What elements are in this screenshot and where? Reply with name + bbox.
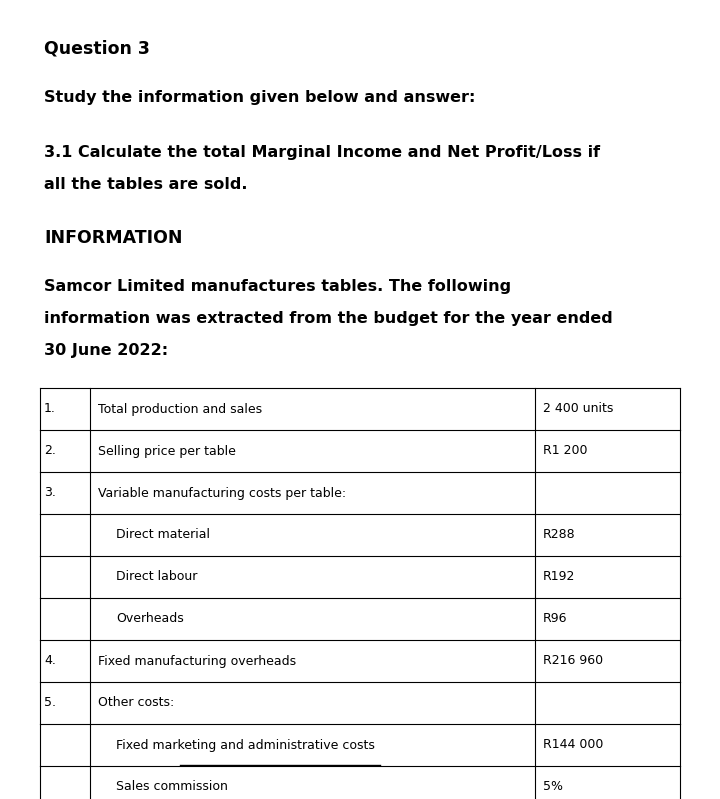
Text: R144 000: R144 000: [543, 738, 603, 752]
Text: Question 3: Question 3: [44, 40, 150, 58]
Text: 3.: 3.: [44, 487, 56, 499]
Text: R216 960: R216 960: [543, 654, 603, 667]
Text: Samcor Limited manufactures tables. The following: Samcor Limited manufactures tables. The …: [44, 279, 511, 294]
Text: 5%: 5%: [543, 781, 563, 793]
Text: Fixed manufacturing overheads: Fixed manufacturing overheads: [98, 654, 296, 667]
Text: R288: R288: [543, 528, 575, 542]
Text: INFORMATION: INFORMATION: [44, 229, 182, 247]
Text: 1.: 1.: [44, 403, 56, 415]
Text: R192: R192: [543, 570, 575, 583]
Text: 5.: 5.: [44, 697, 56, 710]
Text: Direct material: Direct material: [116, 528, 210, 542]
Text: 30 June 2022:: 30 June 2022:: [44, 343, 168, 358]
Text: Total production and sales: Total production and sales: [98, 403, 262, 415]
Text: Fixed marketing and administrative costs: Fixed marketing and administrative costs: [116, 738, 375, 752]
Text: Other costs:: Other costs:: [98, 697, 174, 710]
Text: 4.: 4.: [44, 654, 56, 667]
Text: information was extracted from the budget for the year ended: information was extracted from the budge…: [44, 311, 613, 326]
Text: 2.: 2.: [44, 444, 56, 458]
Text: 3.1 Calculate the total Marginal Income and Net Profit/Loss if: 3.1 Calculate the total Marginal Income …: [44, 145, 600, 160]
Text: R1 200: R1 200: [543, 444, 588, 458]
Text: R96: R96: [543, 613, 567, 626]
Text: 2 400 units: 2 400 units: [543, 403, 613, 415]
Text: Study the information given below and answer:: Study the information given below and an…: [44, 90, 475, 105]
Text: Direct labour: Direct labour: [116, 570, 197, 583]
Text: Overheads: Overheads: [116, 613, 184, 626]
Text: Variable manufacturing costs per table:: Variable manufacturing costs per table:: [98, 487, 346, 499]
Text: all the tables are sold.: all the tables are sold.: [44, 177, 248, 192]
Text: Selling price per table: Selling price per table: [98, 444, 236, 458]
Text: Sales commission: Sales commission: [116, 781, 228, 793]
